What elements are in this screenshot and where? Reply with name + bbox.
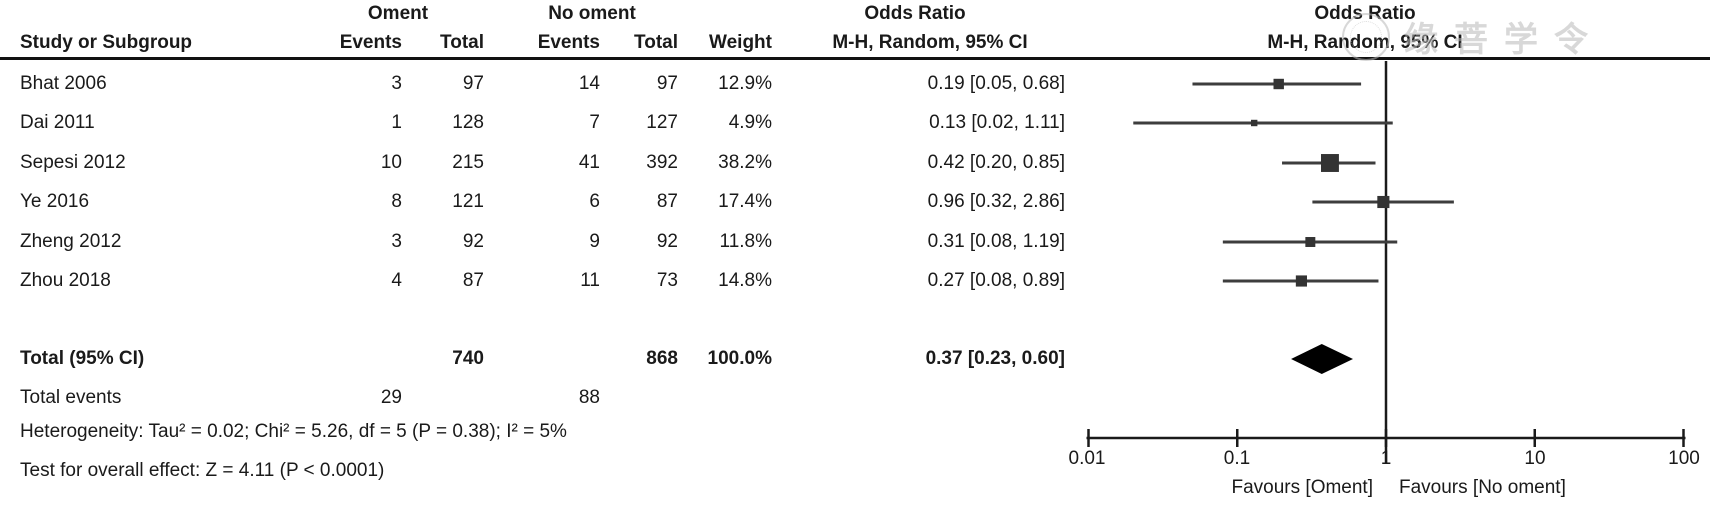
table-cell: 73 [656,270,678,291]
table-cell: 7 [589,112,600,133]
total-row-label: Total (95% CI) [20,348,145,369]
axis-tick-label: 100 [1668,448,1700,469]
axis-tick-label: 10 [1524,448,1546,469]
table-cell-or: 0.96 [0.32, 2.86] [927,191,1065,212]
table-cell: 12.9% [718,73,772,94]
table-cell: 92 [462,231,484,252]
table-row-study: Sepesi 2012 [20,152,126,173]
header-divider [0,57,1710,60]
favours-right-label: Favours [No oment] [1399,477,1566,498]
table-cell: 392 [646,152,678,173]
or-square [1273,78,1284,90]
table-cell: 14.8% [718,270,772,291]
or-square [1377,195,1390,209]
table-cell: 11.8% [719,231,772,252]
axis-tick-label: 1 [1380,448,1392,469]
total-row-or: 0.37 [0.23, 0.60] [925,348,1065,369]
weight-column-header: Weight [709,32,772,53]
total2-column-header: Total [634,32,678,53]
table-cell: 9 [589,231,600,252]
watermark-seal-icon [1342,12,1390,61]
table-cell: 17.4% [718,191,772,212]
table-cell: 4.9% [728,112,772,133]
or-square [1250,119,1258,127]
total-events-group1: 29 [380,387,402,408]
table-cell-or: 0.19 [0.05, 0.68] [927,73,1065,94]
table-cell: 97 [656,73,678,94]
or-square [1320,154,1339,172]
table-row-study: Zhou 2018 [20,270,111,291]
table-cell: 1 [391,112,402,133]
odds-ratio-column-header: Odds Ratio [864,3,966,24]
group1-header: Oment [367,3,429,24]
overall-effect-note: Test for overall effect: Z = 4.11 (P < 0… [20,460,385,481]
total1-column-header: Total [440,32,484,53]
table-cell: 41 [578,152,600,173]
pooled-diamond [1291,344,1353,374]
events1-column-header: Events [339,32,402,53]
total-row-total2: 868 [646,348,678,369]
table-cell: 121 [452,191,484,212]
table-cell: 215 [452,152,484,173]
table-cell: 92 [656,231,678,252]
table-cell: 11 [580,270,600,291]
table-row-study: Dai 2011 [20,112,95,133]
favours-left-label: Favours [Oment] [1231,477,1374,498]
events2-column-header: Events [537,32,600,53]
total-events-group2: 88 [578,387,600,408]
table-cell: 10 [380,152,402,173]
table-cell: 127 [646,112,678,133]
method-column-header: M-H, Random, 95% CI [832,32,1028,53]
total-row-total1: 740 [452,348,484,369]
axis-tick-label: 0.01 [1068,448,1106,469]
table-row-study: Zheng 2012 [20,231,122,252]
table-cell-or: 0.31 [0.08, 1.19] [927,231,1065,252]
watermark: 缘菩学令 [1342,12,1604,61]
total-row-weight: 100.0% [707,348,772,369]
table-cell: 6 [589,191,600,212]
watermark-text: 缘菩学令 [1404,21,1604,59]
study-column-header: Study or Subgroup [20,32,193,53]
table-cell: 8 [391,191,402,212]
total-events-label: Total events [20,387,122,408]
group2-header: No oment [548,3,636,24]
table-row-study: Bhat 2006 [20,73,107,94]
table-cell: 4 [391,270,402,291]
table-cell-or: 0.13 [0.02, 1.11] [929,112,1065,133]
table-cell: 97 [462,73,484,94]
table-cell: 38.2% [718,152,772,173]
or-square [1305,237,1316,247]
table-cell: 3 [391,231,402,252]
table-cell-or: 0.42 [0.20, 0.85] [927,152,1065,173]
table-cell: 128 [452,112,484,133]
table-cell: 3 [391,73,402,94]
heterogeneity-note: Heterogeneity: Tau² = 0.02; Chi² = 5.26,… [20,421,567,442]
table-cell: 87 [462,270,484,291]
table-cell: 87 [656,191,678,212]
table-cell-or: 0.27 [0.08, 0.89] [927,270,1065,291]
table-row-study: Ye 2016 [20,191,90,212]
table-cell: 14 [578,73,600,94]
axis-tick-label: 0.1 [1223,448,1251,469]
or-square [1295,275,1307,287]
